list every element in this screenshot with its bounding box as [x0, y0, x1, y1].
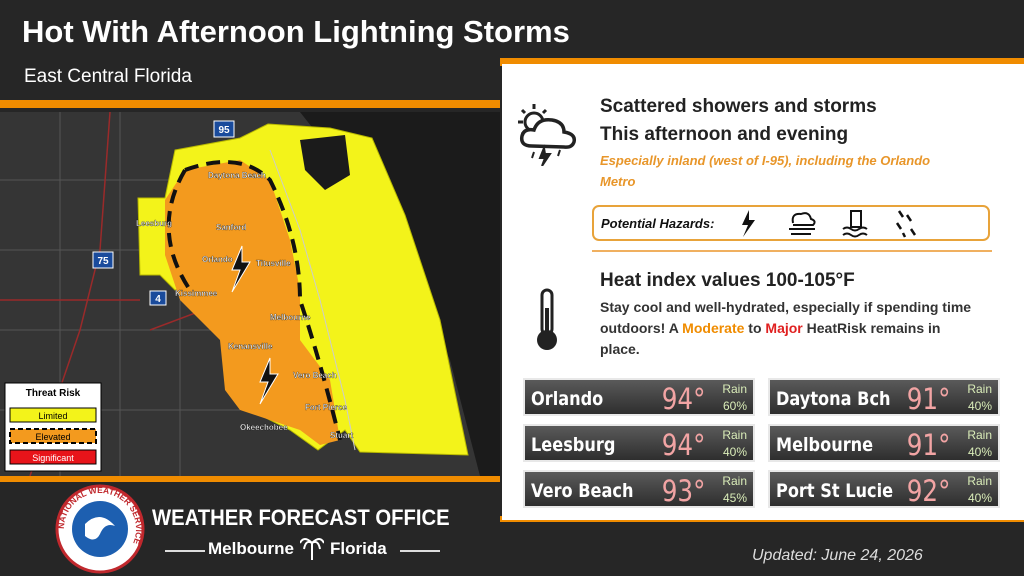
city-name: Daytona Bch: [776, 388, 891, 410]
city-label: Kenansville: [228, 342, 273, 351]
header-stripe: [0, 100, 500, 108]
city-label: Daytona Beach: [208, 171, 266, 180]
city-box: Leesburg 94° Rain 40%: [523, 424, 755, 462]
map-stripe: [0, 476, 500, 482]
office-state: Florida: [330, 539, 387, 558]
rain-label: Rain: [967, 428, 992, 442]
legend: Threat Risk Limited Elevated Significant: [4, 382, 102, 472]
rain-label: Rain: [722, 428, 747, 442]
highway-shield: [149, 290, 167, 306]
city-temp: 91°: [906, 382, 950, 416]
legend-label: Elevated: [35, 432, 70, 442]
legend-swatch: [9, 428, 97, 444]
city-label: Titusville: [256, 259, 291, 268]
city-label: Stuart: [330, 431, 353, 440]
legend-label: Limited: [38, 411, 67, 421]
legend-swatch: [9, 407, 97, 423]
heat-risk-major: Major: [765, 320, 803, 336]
city-temp: 92°: [906, 474, 950, 508]
legend-title: Threat Risk: [26, 388, 81, 399]
lightning: [231, 245, 251, 293]
rain-chance: 60%: [722, 399, 747, 413]
updated: Updated: June 24, 2026: [752, 547, 923, 564]
heat-risk-moderate: Moderate: [682, 320, 745, 336]
rain-label: Rain: [722, 382, 747, 396]
lightning: [259, 357, 279, 405]
city-label: Leesburg: [136, 219, 172, 228]
divider: [592, 250, 992, 252]
palm-icon: [300, 538, 324, 560]
hazards-label: Potential Hazards:: [601, 216, 715, 231]
city-temp: 93°: [661, 474, 705, 508]
storm-headline: Scattered showers and storms: [600, 96, 877, 117]
panel-stripe: [500, 58, 1024, 66]
city-box: Vero Beach 93° Rain 45%: [523, 470, 755, 508]
storm-note: Especially inland (west of I-95), includ…: [600, 153, 931, 189]
heat-headline: Heat index values 100-105°F: [600, 270, 855, 291]
highway-shield: [213, 120, 235, 138]
rain-chance: 40%: [967, 399, 992, 413]
city-name: Melbourne: [776, 434, 874, 456]
city-temp: 94°: [661, 428, 705, 462]
city-box: Melbourne 91° Rain 40%: [768, 424, 1000, 462]
storm-timing: This afternoon and evening: [600, 124, 849, 145]
office-city: Melbourne: [208, 539, 294, 558]
city-label: Kissimmee: [175, 289, 218, 298]
rain-label: Rain: [967, 474, 992, 488]
hazards-box: [592, 205, 990, 241]
city-name: Port St Lucie: [776, 480, 894, 502]
highway-label: 95: [218, 125, 230, 136]
rain-label: Rain: [722, 474, 747, 488]
city-box: Port St Lucie 92° Rain 40%: [768, 470, 1000, 508]
rain-chance: 40%: [722, 445, 747, 459]
title: Hot With Afternoon Lightning Storms: [22, 14, 570, 49]
coastline: [269, 149, 356, 451]
threat-map: Daytona Beach Leesburg Sanford Orlando T…: [0, 112, 500, 476]
city-label: Vero Beach: [293, 371, 337, 380]
highway-label: 4: [155, 294, 161, 305]
office-name: WEATHER FORECAST OFFICE: [152, 505, 450, 530]
city-temp: 91°: [906, 428, 950, 462]
highway-shield: [92, 251, 114, 269]
city-label: Melbourne: [270, 313, 311, 322]
city-label: Orlando: [202, 255, 233, 264]
rain-label: Rain: [967, 382, 992, 396]
rule: [400, 550, 440, 552]
heat-text-part: HeatRisk remains in place.: [600, 320, 941, 357]
subtitle: East Central Florida: [24, 66, 192, 87]
rain-chance: 45%: [722, 491, 747, 505]
city-name: Orlando: [531, 388, 604, 410]
thermometer-icon: [537, 288, 557, 350]
elevated-area: [165, 160, 340, 445]
heat-text-part: to: [744, 320, 766, 336]
elevated-outline: [184, 160, 342, 441]
city-label: Okeechobee: [240, 423, 288, 432]
legend-swatch: [9, 449, 97, 465]
highway-label: 75: [97, 256, 109, 267]
elevated-outline: [166, 168, 192, 292]
city-label: Fort Pierce: [305, 403, 347, 412]
rain-chance: 40%: [967, 445, 992, 459]
city-name: Vero Beach: [531, 480, 634, 502]
rain-chance: 40%: [967, 491, 992, 505]
city-temp: 94°: [661, 382, 705, 416]
heat-text: Stay cool and well-hydrated, especially …: [600, 297, 980, 360]
rule: [165, 550, 205, 552]
legend-label: Significant: [32, 453, 74, 463]
city-box: Daytona Bch 91° Rain 40%: [768, 378, 1000, 416]
city-label: Sanford: [216, 223, 246, 232]
storm-icon: [518, 104, 577, 166]
city-box: Orlando 94° Rain 60%: [523, 378, 755, 416]
county-lines: [0, 112, 260, 476]
city-name: Leesburg: [531, 434, 616, 456]
ocean-notch: [300, 135, 350, 190]
nws-seal: NATIONAL WEATHER SERVICE: [55, 484, 145, 574]
hazard-icons: [742, 210, 917, 238]
heat-text-part: Stay cool and well-hydrated, especially …: [600, 299, 972, 336]
